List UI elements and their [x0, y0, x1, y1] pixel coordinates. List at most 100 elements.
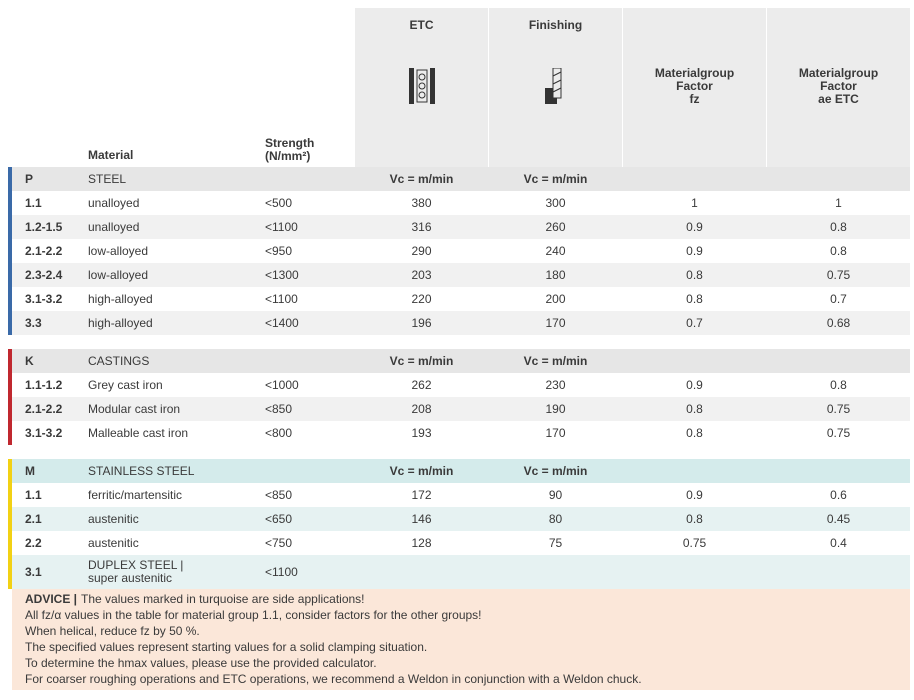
- row-material: ferritic/martensitic: [88, 488, 183, 502]
- row-ae: 0.75: [826, 402, 851, 416]
- row-fz: 0.8: [686, 402, 703, 416]
- row-material: DUPLEX STEEL |: [88, 558, 184, 572]
- row-fz: 0.7: [686, 316, 703, 330]
- row-code: 1.1: [25, 488, 42, 502]
- row-code: 2.1-2.2: [25, 402, 63, 416]
- row-material: low-alloyed: [88, 244, 149, 258]
- group-finishing-unit: Vc = m/min: [523, 172, 588, 186]
- header-strength: Strength: [265, 136, 315, 150]
- row-strength: <650: [265, 512, 293, 526]
- row-fz: 0.9: [686, 488, 703, 502]
- header-etc: ETC: [409, 18, 434, 32]
- row-code: 2.3-2.4: [25, 268, 63, 282]
- header-box: [355, 8, 488, 167]
- row-ae: 0.68: [826, 316, 851, 330]
- row-bg: [12, 507, 910, 531]
- row-etc: 146: [411, 512, 432, 526]
- row-material: austenitic: [88, 512, 139, 526]
- row-strength: <850: [265, 488, 293, 502]
- row-bg: [12, 215, 910, 239]
- row-finishing: 300: [545, 196, 566, 210]
- row-finishing: 190: [545, 402, 566, 416]
- header-box: [767, 8, 910, 167]
- row-etc: 220: [411, 292, 432, 306]
- row-code: 3.3: [25, 316, 42, 330]
- row-etc: 290: [411, 244, 432, 258]
- row-material: austenitic: [88, 536, 139, 550]
- row-material: unalloyed: [88, 196, 140, 210]
- group-code: P: [25, 172, 34, 186]
- row-ae: 0.8: [830, 244, 847, 258]
- row-strength: <750: [265, 536, 293, 550]
- header-box: [623, 8, 766, 167]
- row-fz: 0.9: [686, 244, 703, 258]
- row-strength: <1100: [265, 292, 298, 306]
- group-name: CASTINGS: [88, 354, 150, 368]
- row-code: 1.1-1.2: [25, 378, 63, 392]
- group-name: STEEL: [88, 172, 127, 186]
- group-bar: [8, 167, 12, 335]
- row-finishing: 90: [548, 488, 563, 502]
- row-bg: [12, 311, 910, 335]
- header-finishing: Finishing: [528, 18, 583, 32]
- header-material: Material: [88, 148, 134, 162]
- advice-line: The values marked in turquoise are side …: [81, 592, 365, 606]
- group-header-bg: [12, 349, 910, 373]
- row-material: low-alloyed: [88, 268, 149, 282]
- row-code: 1.1: [25, 196, 42, 210]
- group-code: K: [25, 354, 34, 368]
- advice-label: ADVICE |: [25, 592, 78, 606]
- row-ae: 0.8: [830, 378, 847, 392]
- group-bar: [8, 459, 12, 589]
- row-etc: 380: [411, 196, 432, 210]
- row-etc: 172: [411, 488, 432, 502]
- row-code: 2.1-2.2: [25, 244, 63, 258]
- row-strength: <800: [265, 426, 293, 440]
- row-strength: <1100: [265, 220, 298, 234]
- header-fz: Materialgroup: [654, 66, 735, 80]
- row-ae: 0.6: [830, 488, 847, 502]
- group-etc-unit: Vc = m/min: [389, 354, 454, 368]
- row-strength: <1400: [265, 316, 299, 330]
- row-ae: 0.75: [826, 268, 851, 282]
- row-fz: 0.8: [686, 292, 703, 306]
- row-strength: <850: [265, 402, 293, 416]
- row-etc: 262: [411, 378, 432, 392]
- row-fz: 0.8: [686, 426, 703, 440]
- row-code: 1.2-1.5: [25, 220, 63, 234]
- row-code: 3.1-3.2: [25, 292, 63, 306]
- header-fz: fz: [689, 92, 700, 106]
- header-box: [489, 8, 622, 167]
- advice-line: All fz/α values in the table for materia…: [25, 608, 482, 622]
- advice-line: For coarser roughing operations and ETC …: [25, 672, 642, 686]
- row-ae: 0.75: [826, 426, 851, 440]
- row-etc: 196: [411, 316, 432, 330]
- row-ae: 0.4: [830, 536, 847, 550]
- row-material: Malleable cast iron: [88, 426, 189, 440]
- row-fz: 1: [691, 196, 698, 210]
- row-etc: 193: [411, 426, 432, 440]
- row-strength: <1000: [265, 378, 299, 392]
- row-code: 2.2: [25, 536, 42, 550]
- row-finishing: 75: [548, 536, 563, 550]
- row-code: 2.1: [25, 512, 42, 526]
- row-finishing: 230: [545, 378, 566, 392]
- row-strength: <1300: [265, 268, 299, 282]
- group-finishing-unit: Vc = m/min: [523, 354, 588, 368]
- etc-icon: [409, 68, 435, 104]
- group-etc-unit: Vc = m/min: [389, 172, 454, 186]
- group-name: STAINLESS STEEL: [88, 464, 195, 478]
- row-etc: 203: [411, 268, 432, 282]
- row-ae: 0.45: [826, 512, 851, 526]
- group-code: M: [25, 464, 35, 478]
- row-fz: 0.8: [686, 268, 703, 282]
- header-ae: Factor: [820, 79, 857, 93]
- row-strength: <1100: [265, 565, 298, 579]
- row-bg: [12, 263, 910, 287]
- row-strength: <500: [265, 196, 293, 210]
- row-material: unalloyed: [88, 220, 140, 234]
- group-header-bg: [12, 167, 910, 191]
- group-finishing-unit: Vc = m/min: [523, 464, 588, 478]
- row-ae: 0.7: [830, 292, 847, 306]
